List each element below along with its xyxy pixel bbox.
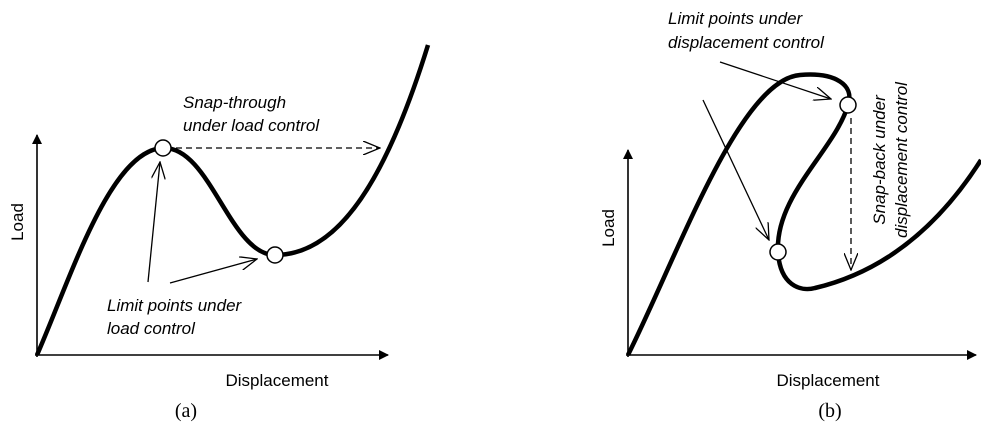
limit-point: [266, 246, 284, 264]
load-curve: [34, 44, 431, 356]
limit-point: [154, 139, 172, 157]
pointer-arrow: [169, 259, 257, 284]
load-curve: [625, 72, 981, 356]
annotation: Snap-back under: [870, 94, 889, 225]
annotation: load control: [107, 319, 196, 338]
limit-point: [839, 96, 857, 114]
pointer-arrow: [719, 61, 831, 99]
annotation: displacement control: [668, 33, 825, 52]
pointer-arrow: [147, 162, 160, 283]
annotation: displacement control: [892, 81, 911, 238]
x-axis-label: Displacement: [777, 371, 880, 390]
limit-point: [769, 243, 787, 261]
pointer-arrow: [702, 99, 769, 240]
y-axis-label: Load: [599, 209, 618, 247]
panel-b: Limit points under displacement control …: [599, 9, 981, 422]
panel-label: (a): [175, 400, 197, 422]
x-axis-label: Displacement: [226, 371, 329, 390]
panel-a: Snap-through under load control Limit po…: [8, 44, 431, 422]
annotation: Limit points under: [107, 296, 243, 315]
annotation: Limit points under: [668, 9, 804, 28]
annotation: Snap-through: [183, 93, 286, 112]
panel-label: (b): [818, 400, 841, 422]
y-axis-label: Load: [8, 203, 27, 241]
annotation: under load control: [183, 116, 320, 135]
